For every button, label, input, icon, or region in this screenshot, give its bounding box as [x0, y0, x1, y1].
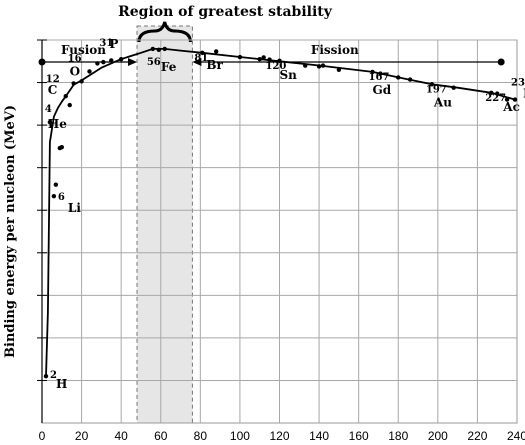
- data-point-14: [118, 56, 124, 62]
- x-tick-label-240: 240: [507, 429, 525, 443]
- data-point-19: [213, 49, 219, 54]
- nuclide-mass-c: 12: [46, 74, 60, 85]
- fusion-label: Fusion: [61, 43, 106, 57]
- y-axis-label: Binding energy per nucleon (MeV): [3, 105, 18, 358]
- stability-band: [136, 25, 193, 424]
- x-tick-label-180: 180: [388, 429, 408, 443]
- data-point-21: [257, 56, 262, 62]
- data-point-25: [303, 63, 308, 68]
- chart-title: Region of greatest stability: [118, 4, 333, 20]
- x-tick-label-80: 80: [194, 429, 208, 443]
- x-tick-label-220: 220: [467, 429, 487, 443]
- nuclide-mass-gd: 167: [369, 72, 390, 83]
- data-point-15: [150, 46, 156, 52]
- x-tick-label-140: 140: [309, 429, 329, 443]
- data-point-18: [200, 50, 205, 55]
- data-point-34: [451, 85, 456, 90]
- x-axis-ticks: 0 20 40 60 80 100 120 140 160 180 200 220 240: [39, 429, 525, 443]
- x-tick-label-40: 40: [114, 429, 128, 443]
- nuclide-symbol-o: O: [70, 64, 80, 78]
- nuclide-mass-pu: 239: [511, 78, 525, 89]
- nuclide-symbol-ac: Ac: [502, 100, 520, 114]
- nuclide-mass-li: 6: [58, 192, 65, 203]
- nuclide-symbol-li: Li: [68, 201, 81, 215]
- nuclide-mass-he: 4: [45, 104, 52, 115]
- data-point-5: [59, 145, 64, 150]
- nuclide-symbol-br: Br: [206, 58, 223, 72]
- nuclide-mass-br: 81: [194, 53, 208, 64]
- data-point-17: [162, 46, 167, 52]
- nuclide-mass-fe: 56: [147, 57, 161, 68]
- fusion-fission-regions: Fusion Fission: [38, 43, 505, 66]
- nuclide-symbol-sn: Sn: [280, 68, 298, 82]
- data-point-32: [407, 77, 413, 82]
- data-point-36: [495, 91, 500, 96]
- data-point-23: [267, 57, 272, 62]
- data-point-30: [378, 71, 383, 76]
- fission-arrowhead: [192, 58, 202, 66]
- x-tick-label-200: 200: [428, 429, 448, 443]
- data-point-11: [95, 61, 100, 66]
- x-tick-label-20: 20: [75, 429, 89, 443]
- nuclide-symbol-p: P: [109, 37, 118, 51]
- fusion-arrowhead: [128, 58, 137, 66]
- data-point-7: [67, 102, 72, 108]
- data-point-16: [156, 47, 161, 52]
- data-point-2: [51, 193, 57, 199]
- data-point-8: [71, 81, 76, 86]
- data-point-38: [512, 97, 518, 102]
- nuclide-symbol-pu: Pu: [523, 87, 525, 101]
- data-point-24: [277, 58, 282, 64]
- x-tick-label-60: 60: [154, 429, 168, 443]
- data-point-0: [43, 373, 49, 379]
- data-point-3: [53, 182, 59, 187]
- x-tick-label-100: 100: [230, 429, 250, 443]
- data-point-33: [429, 82, 435, 87]
- nuclide-mass-sn: 120: [266, 61, 287, 72]
- data-point-20: [237, 54, 243, 60]
- nuclide-symbol-he: He: [48, 117, 67, 131]
- data-point-13: [109, 58, 114, 63]
- data-point-28: [336, 67, 342, 72]
- nuclide-symbol-gd: Gd: [373, 83, 392, 97]
- nuclide-mass-ac: 227: [485, 93, 506, 104]
- data-point-35: [489, 90, 494, 95]
- nuclide-symbol-au: Au: [433, 95, 452, 109]
- nuclide-mass-h: 2: [50, 370, 57, 381]
- data-point-26: [316, 64, 322, 69]
- data-point-37: [504, 97, 510, 102]
- nuclide-mass-p: 31: [99, 38, 113, 49]
- data-point-12: [101, 59, 106, 65]
- nuclide-mass-au: 197: [426, 84, 447, 95]
- fission-label: Fission: [311, 43, 359, 57]
- nuclide-symbol-h: H: [56, 377, 67, 391]
- stability-band-layer: [136, 21, 193, 424]
- x-tick-label-0: 0: [39, 429, 46, 443]
- x-tick-label-160: 160: [349, 429, 369, 443]
- data-point-6: [63, 93, 68, 99]
- data-point-1: [47, 119, 53, 125]
- x-tick-label-120: 120: [269, 429, 289, 443]
- data-point-27: [320, 63, 326, 68]
- nuclide-symbol-c: C: [48, 83, 58, 97]
- data-point-31: [396, 75, 401, 80]
- data-point-10: [87, 69, 92, 74]
- data-point-22: [261, 55, 266, 60]
- gridlines: [37, 39, 518, 424]
- data-points: [43, 46, 518, 379]
- data-point-29: [370, 69, 375, 75]
- data-point-9: [79, 79, 84, 84]
- stability-brace: [137, 21, 192, 43]
- nuclide-mass-o: 16: [68, 53, 82, 64]
- nuclide-symbol-fe: Fe: [161, 60, 177, 74]
